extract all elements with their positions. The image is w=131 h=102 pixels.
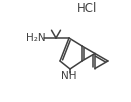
Text: HCl: HCl — [77, 3, 97, 16]
Text: NH: NH — [61, 71, 77, 81]
Text: H₂N: H₂N — [26, 33, 46, 43]
